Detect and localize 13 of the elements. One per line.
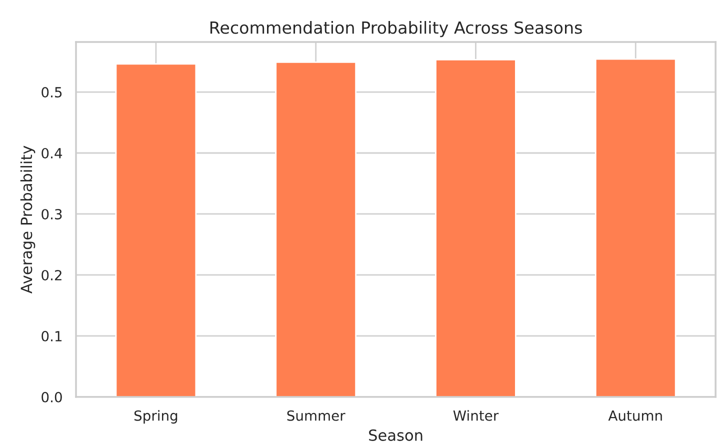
y-tick-label: 0.2 xyxy=(42,270,62,280)
y-tick-label: 0.0 xyxy=(42,392,62,402)
y-tick-label: 0.1 xyxy=(42,330,62,342)
x-tick-label: Autumn xyxy=(608,410,662,421)
x-tick-label: Winter xyxy=(453,410,499,421)
chart-title: Recommendation Probability Across Seasons xyxy=(210,21,582,38)
y-tick-label: 0.4 xyxy=(42,148,62,158)
x-tick-label: Summer xyxy=(287,410,346,421)
y-tick-label: 0.3 xyxy=(42,208,62,220)
y-axis-title: Average Probability xyxy=(20,146,36,294)
y-tick-label: 0.5 xyxy=(42,86,62,98)
x-axis-title: Season xyxy=(369,429,422,441)
x-tick-label: Spring xyxy=(134,410,178,424)
